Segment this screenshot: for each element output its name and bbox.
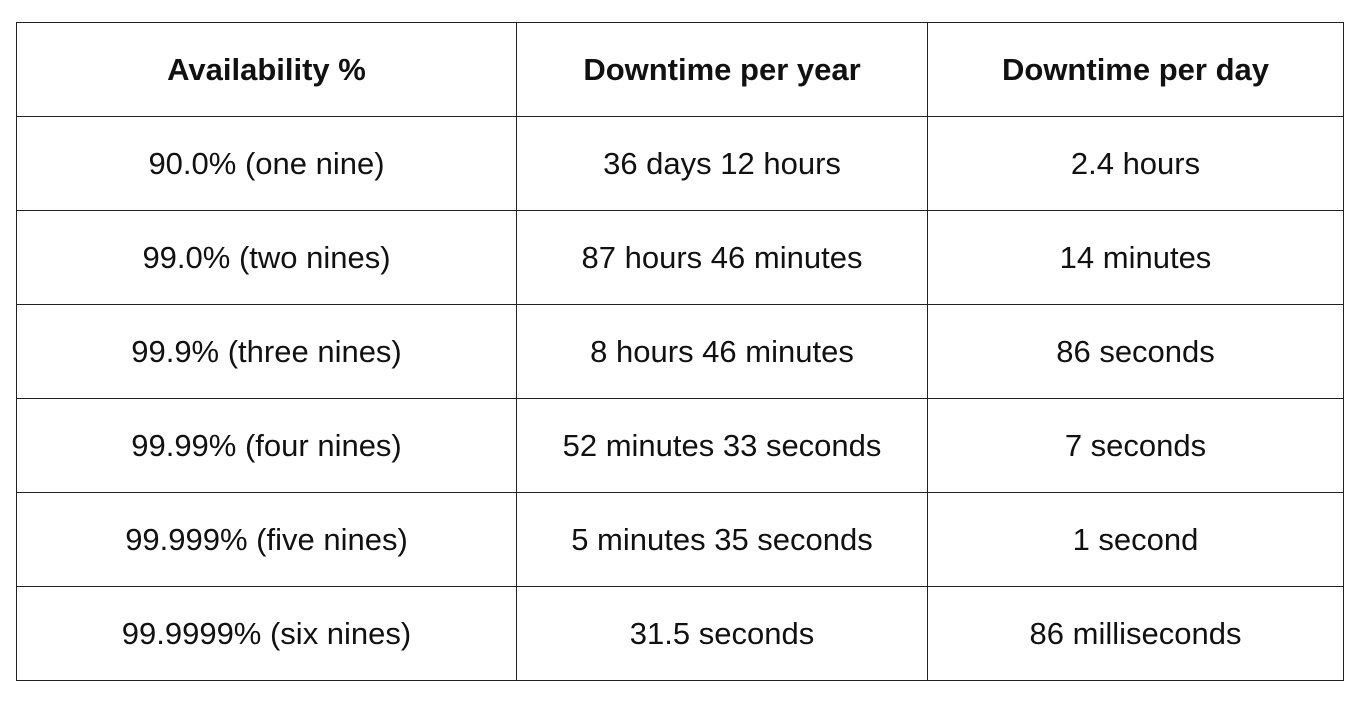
cell-downtime-per-day: 2.4 hours xyxy=(927,116,1344,211)
header-availability: Availability % xyxy=(16,22,517,117)
table-row: 99.9% (three nines) 8 hours 46 minutes 8… xyxy=(16,304,1344,399)
cell-availability: 99.9999% (six nines) xyxy=(16,586,517,681)
cell-downtime-per-year: 8 hours 46 minutes xyxy=(516,304,928,399)
header-downtime-per-day: Downtime per day xyxy=(927,22,1344,117)
availability-table-container: Availability % Downtime per year Downtim… xyxy=(16,22,1344,681)
cell-availability: 99.999% (five nines) xyxy=(16,492,517,587)
table-header-row: Availability % Downtime per year Downtim… xyxy=(16,22,1344,117)
cell-downtime-per-day: 86 seconds xyxy=(927,304,1344,399)
cell-availability: 90.0% (one nine) xyxy=(16,116,517,211)
table-row: 99.999% (five nines) 5 minutes 35 second… xyxy=(16,492,1344,587)
cell-downtime-per-year: 87 hours 46 minutes xyxy=(516,210,928,305)
cell-downtime-per-day: 1 second xyxy=(927,492,1344,587)
cell-downtime-per-day: 7 seconds xyxy=(927,398,1344,493)
cell-downtime-per-day: 86 milliseconds xyxy=(927,586,1344,681)
table-row: 90.0% (one nine) 36 days 12 hours 2.4 ho… xyxy=(16,116,1344,211)
table-row: 99.0% (two nines) 87 hours 46 minutes 14… xyxy=(16,210,1344,305)
cell-downtime-per-year: 31.5 seconds xyxy=(516,586,928,681)
header-downtime-per-year: Downtime per year xyxy=(516,22,928,117)
cell-downtime-per-year: 36 days 12 hours xyxy=(516,116,928,211)
cell-availability: 99.9% (three nines) xyxy=(16,304,517,399)
cell-downtime-per-year: 5 minutes 35 seconds xyxy=(516,492,928,587)
table-row: 99.9999% (six nines) 31.5 seconds 86 mil… xyxy=(16,586,1344,681)
cell-downtime-per-day: 14 minutes xyxy=(927,210,1344,305)
availability-table: Availability % Downtime per year Downtim… xyxy=(16,22,1344,681)
cell-availability: 99.0% (two nines) xyxy=(16,210,517,305)
cell-downtime-per-year: 52 minutes 33 seconds xyxy=(516,398,928,493)
cell-availability: 99.99% (four nines) xyxy=(16,398,517,493)
table-row: 99.99% (four nines) 52 minutes 33 second… xyxy=(16,398,1344,493)
